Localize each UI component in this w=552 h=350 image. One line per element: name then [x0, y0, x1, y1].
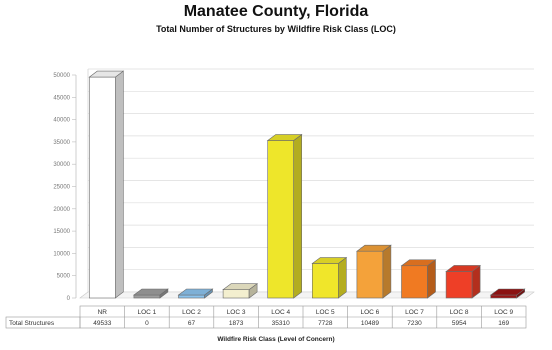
bar-side	[293, 133, 303, 299]
bar-side	[337, 256, 347, 299]
bar-front	[311, 263, 339, 299]
bar-top	[132, 288, 169, 296]
x-tick-label: LOC 3	[227, 309, 246, 316]
bar-loc-6	[355, 244, 392, 299]
bar-top	[445, 265, 482, 272]
x-tick-label: NR	[98, 309, 108, 316]
bar-side	[427, 259, 436, 299]
bar-side	[115, 70, 124, 299]
data-label: 1873	[229, 320, 244, 327]
bar-loc-7	[400, 259, 437, 299]
x-tick-label: LOC 7	[405, 309, 424, 316]
x-tick-label: LOC 4	[271, 309, 290, 316]
x-tick-label: LOC 8	[450, 309, 469, 316]
bar-top	[400, 259, 437, 267]
y-tick-label: 40000	[53, 118, 70, 124]
bar-top	[355, 244, 392, 252]
bar-loc-3	[222, 283, 259, 299]
y-tick-label: 35000	[53, 140, 70, 146]
data-label: 169	[498, 320, 509, 327]
data-label: 7728	[318, 320, 333, 327]
x-tick-label: LOC 2	[182, 309, 201, 316]
data-label: 10489	[361, 320, 379, 327]
y-tick-label: 0	[67, 296, 71, 302]
y-tick-label: 50000	[53, 73, 70, 79]
data-label: 67	[188, 320, 196, 327]
bar-loc-1	[132, 288, 169, 299]
bar-loc-5	[311, 256, 348, 299]
data-label: 0	[145, 320, 149, 327]
bar-top	[88, 70, 125, 78]
data-label: 35310	[272, 320, 290, 327]
data-label: 49533	[93, 320, 111, 327]
x-tick-label: LOC 6	[361, 309, 380, 316]
x-tick-label: LOC 5	[316, 309, 335, 316]
bar-loc-8	[445, 264, 482, 299]
y-tick-label: 10000	[53, 251, 70, 257]
bar-front	[356, 250, 384, 299]
bar-loc-4	[266, 133, 303, 299]
x-tick-label: LOC 1	[138, 309, 157, 316]
bar-front	[133, 294, 161, 299]
y-tick-label: 25000	[53, 185, 70, 191]
bar-side	[382, 244, 392, 299]
bar-front	[490, 294, 518, 299]
bar-top	[222, 283, 259, 290]
y-tick-label: 45000	[53, 95, 70, 101]
chart-title: Manatee County, Florida	[183, 3, 369, 20]
y-tick-label: 30000	[53, 162, 70, 168]
x-tick-label: LOC 9	[494, 309, 513, 316]
bar-nr	[88, 70, 125, 299]
bar-front	[178, 294, 205, 299]
bar-top	[266, 134, 303, 141]
data-label: 7230	[407, 320, 422, 327]
bar-top	[177, 288, 214, 296]
data-table-legend-cell	[5, 316, 81, 329]
chart-subtitle: Total Number of Structures by Wildfire R…	[156, 24, 396, 34]
y-tick-label: 5000	[57, 274, 71, 280]
bar-front	[267, 140, 295, 299]
series-name-label: Total Structures	[9, 320, 55, 327]
bar-front	[222, 289, 250, 299]
bar-loc-9	[489, 288, 526, 299]
y-tick-label: 20000	[53, 207, 70, 213]
bar-front	[401, 265, 428, 299]
data-label: 5954	[452, 320, 467, 327]
y-tick-label: 15000	[53, 229, 70, 235]
back-wall-edge	[79, 69, 89, 299]
bar-front	[89, 76, 116, 299]
x-axis-label: Wildfire Risk Class (Level of Concern)	[217, 336, 335, 343]
bar-loc-2	[177, 288, 214, 299]
bar-top	[311, 257, 348, 264]
bar-top	[489, 288, 526, 296]
bar-front	[445, 271, 473, 299]
